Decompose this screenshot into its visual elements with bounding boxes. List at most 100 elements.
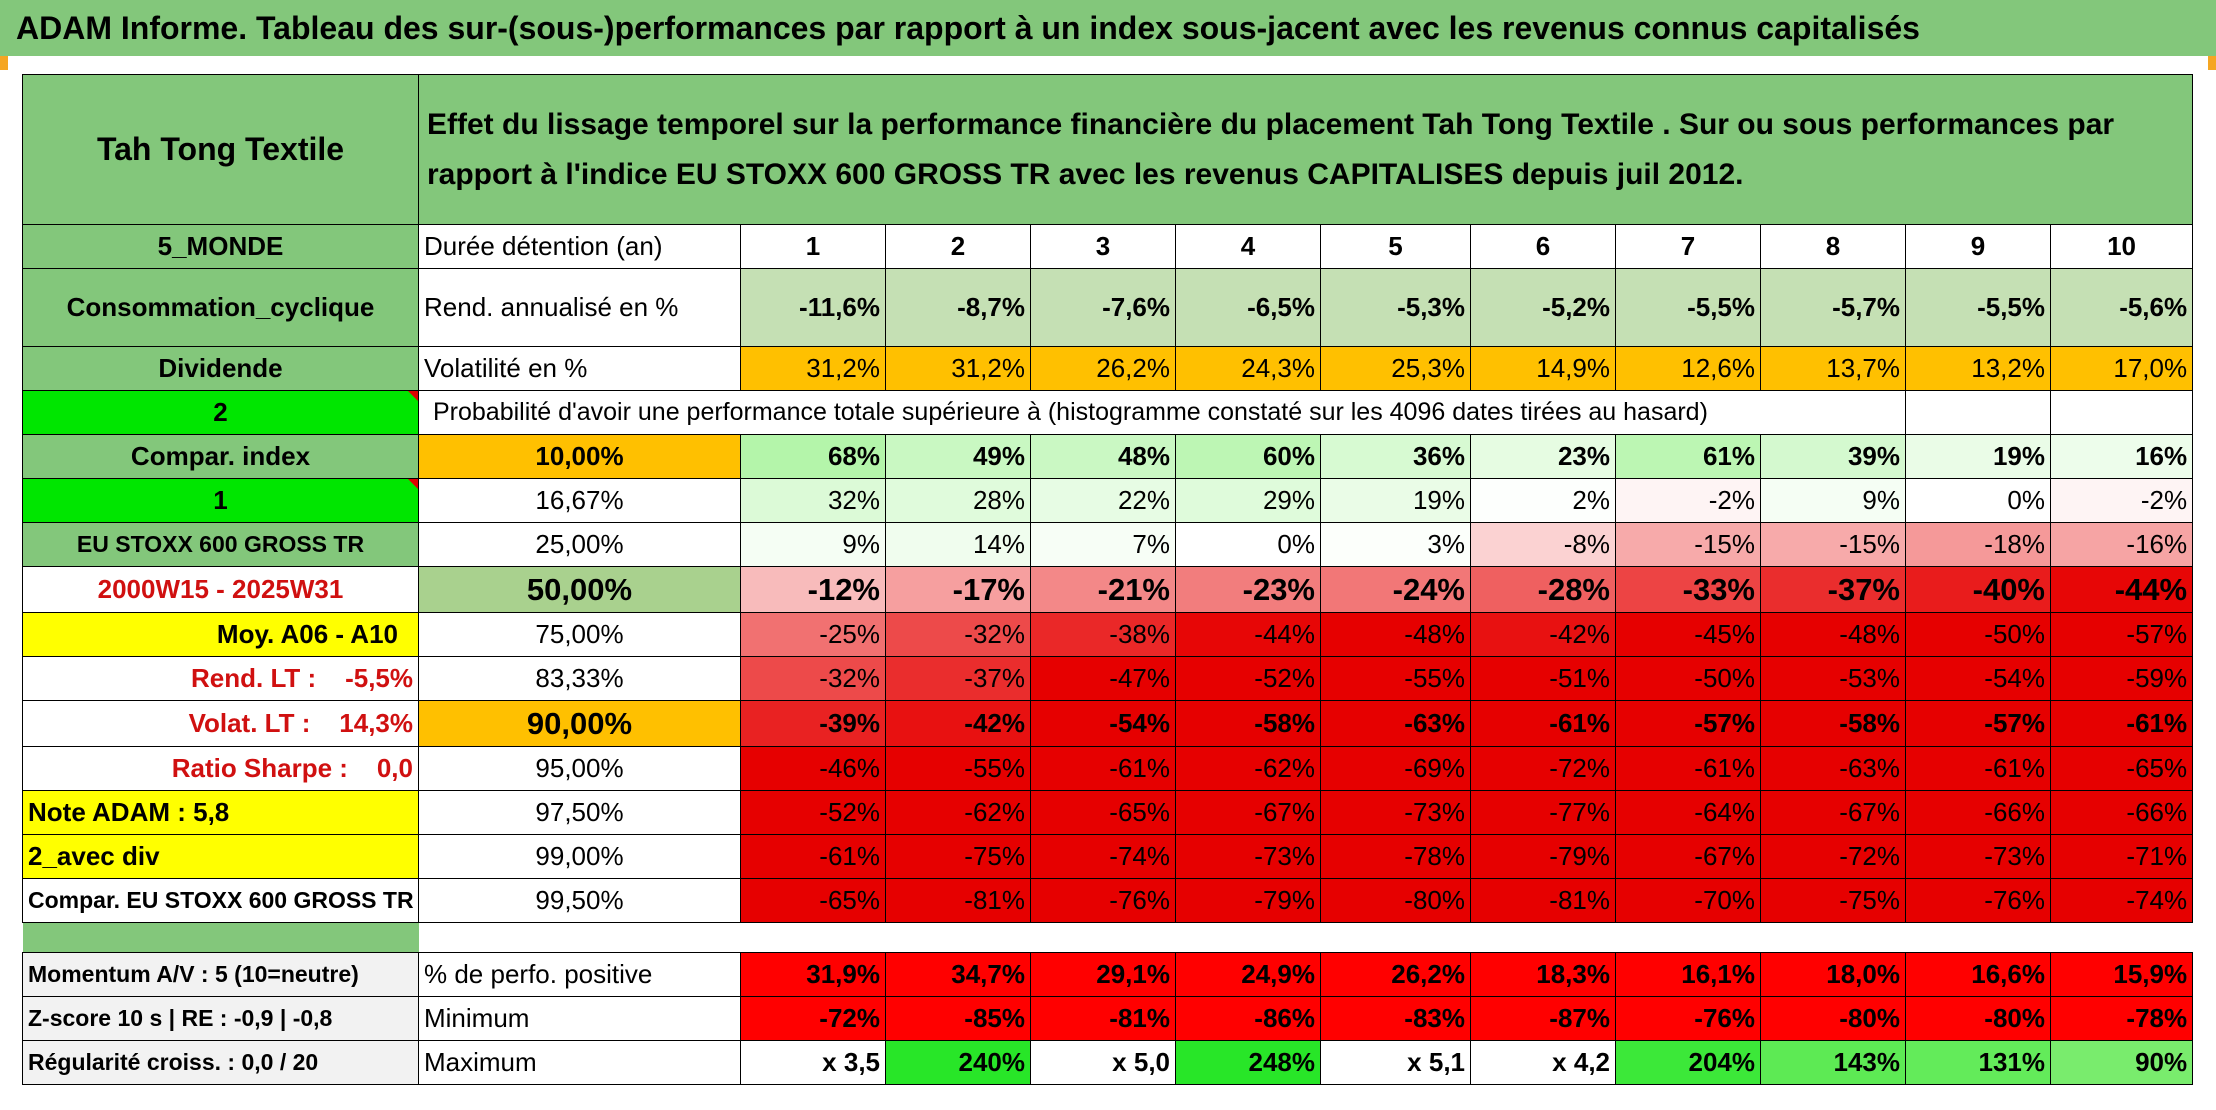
probability-value: -48% xyxy=(1320,612,1471,657)
comparison-label: Compar. EU STOXX 600 GROSS TR xyxy=(22,878,419,923)
probability-value: -2% xyxy=(2049,478,2194,523)
maximum-value: 90% xyxy=(2049,1040,2194,1085)
probability-value: -57% xyxy=(1905,700,2051,747)
volatility-value: 13,7% xyxy=(1760,346,1906,391)
volatility-value: 14,9% xyxy=(1470,346,1616,391)
maximum-value: x 4,2 xyxy=(1470,1040,1616,1085)
minimum-value: -83% xyxy=(1320,996,1471,1041)
probability-value: -55% xyxy=(885,746,1031,791)
positive-performance-value: 31,9% xyxy=(740,952,886,997)
probability-threshold: 97,50% xyxy=(418,790,741,835)
probability-value: -65% xyxy=(2049,746,2194,791)
region-label: 5_MONDE xyxy=(22,224,419,269)
minimum-row: Z-score 10 s | RE : -0,9 | -0,8 Minimum … xyxy=(22,996,2194,1041)
holding-duration-row: 5_MONDE Durée détention (an) 1 2 3 4 5 6… xyxy=(22,224,2194,269)
probability-value: 0% xyxy=(1905,478,2051,523)
probability-value: 16% xyxy=(2049,434,2194,479)
code-cell[interactable]: 1 xyxy=(22,478,419,523)
year-header: 1 xyxy=(740,224,886,269)
minimum-value: -87% xyxy=(1470,996,1616,1041)
probability-row: Compar. index 10,00% 68% 49% 48% 60% 36%… xyxy=(22,434,2194,479)
probability-value: -50% xyxy=(1615,656,1761,701)
return-value: -5,3% xyxy=(1320,268,1471,347)
sharpe-ratio: Ratio Sharpe : 0,0 xyxy=(22,746,419,791)
probability-threshold: 16,67% xyxy=(418,478,741,523)
maximum-value: 143% xyxy=(1760,1040,1906,1085)
probability-row: Compar. EU STOXX 600 GROSS TR 99,50% -65… xyxy=(22,878,2194,923)
return-value: -6,5% xyxy=(1175,268,1321,347)
minimum-label: Minimum xyxy=(418,996,741,1041)
probability-value: -79% xyxy=(1175,878,1321,923)
positive-performance-value: 16,1% xyxy=(1615,952,1761,997)
probability-value: 39% xyxy=(1760,434,1906,479)
probability-value: 19% xyxy=(1905,434,2051,479)
minimum-value: -86% xyxy=(1175,996,1321,1041)
probability-value: -61% xyxy=(1905,746,2051,791)
probability-row: EU STOXX 600 GROSS TR 25,00% 9% 14% 7% 0… xyxy=(22,522,2194,567)
probability-value: -71% xyxy=(2049,834,2194,879)
probability-value: -12% xyxy=(740,566,886,613)
probability-value: 7% xyxy=(1030,522,1176,567)
probability-value: 3% xyxy=(1320,522,1471,567)
year-header: 4 xyxy=(1175,224,1321,269)
probability-value: 68% xyxy=(740,434,886,479)
probability-value: 32% xyxy=(740,478,886,523)
empty-cell xyxy=(1905,390,2051,435)
probability-value: 2% xyxy=(1470,478,1616,523)
positive-performance-value: 24,9% xyxy=(1175,952,1321,997)
dividend-label: Dividende xyxy=(22,346,419,391)
probability-value: -44% xyxy=(2049,566,2194,613)
probability-threshold: 25,00% xyxy=(418,522,741,567)
probability-value: -50% xyxy=(1905,612,2051,657)
probability-value: -37% xyxy=(1760,566,1906,613)
probability-value: -74% xyxy=(1030,834,1176,879)
probability-value: -42% xyxy=(1470,612,1616,657)
probability-value: -79% xyxy=(1470,834,1616,879)
probability-value: 19% xyxy=(1320,478,1471,523)
probability-value: -47% xyxy=(1030,656,1176,701)
probability-value: 61% xyxy=(1615,434,1761,479)
probability-value: -23% xyxy=(1175,566,1321,613)
probability-value: 49% xyxy=(885,434,1031,479)
probability-value: -44% xyxy=(1175,612,1321,657)
maximum-value: x 5,1 xyxy=(1320,1040,1471,1085)
probability-value: -59% xyxy=(2049,656,2194,701)
return-value: -7,6% xyxy=(1030,268,1176,347)
spacer-cell xyxy=(419,923,2193,953)
year-header: 3 xyxy=(1030,224,1176,269)
index-name-label: EU STOXX 600 GROSS TR xyxy=(22,522,419,567)
volatility-value: 13,2% xyxy=(1905,346,2051,391)
code-cell[interactable]: 2 xyxy=(22,390,419,435)
probability-threshold: 75,00% xyxy=(418,612,741,657)
positive-performance-value: 18,3% xyxy=(1470,952,1616,997)
probability-value: -80% xyxy=(1320,878,1471,923)
duration-label: Durée détention (an) xyxy=(418,224,741,269)
probability-value: -61% xyxy=(1615,746,1761,791)
probability-value: -61% xyxy=(1470,700,1616,747)
probability-value: -32% xyxy=(885,612,1031,657)
probability-threshold: 99,50% xyxy=(418,878,741,923)
probability-value: -76% xyxy=(1905,878,2051,923)
positive-performance-label: % de perfo. positive xyxy=(418,952,741,997)
probability-value: -53% xyxy=(1760,656,1906,701)
minimum-value: -85% xyxy=(885,996,1031,1041)
probability-value: -77% xyxy=(1470,790,1616,835)
positive-performance-value: 16,6% xyxy=(1905,952,2051,997)
return-value: -5,5% xyxy=(1905,268,2051,347)
probability-value: -2% xyxy=(1615,478,1761,523)
instrument-name: Tah Tong Textile xyxy=(22,74,419,225)
probability-threshold: 83,33% xyxy=(418,656,741,701)
positive-performance-row: Momentum A/V : 5 (10=neutre) % de perfo.… xyxy=(22,952,2194,997)
return-value: -8,7% xyxy=(885,268,1031,347)
probability-value: -61% xyxy=(2049,700,2194,747)
long-term-volatility: Volat. LT : 14,3% xyxy=(22,700,419,747)
probability-value: 0% xyxy=(1175,522,1321,567)
volatility-value: 24,3% xyxy=(1175,346,1321,391)
probability-value: -8% xyxy=(1470,522,1616,567)
probability-value: -16% xyxy=(2049,522,2194,567)
maximum-value: 240% xyxy=(885,1040,1031,1085)
volatility-value: 17,0% xyxy=(2049,346,2194,391)
probability-row: 1 16,67% 32% 28% 22% 29% 19% 2% -2% 9% 0… xyxy=(22,478,2194,523)
probability-value: -33% xyxy=(1615,566,1761,613)
probability-value: -15% xyxy=(1615,522,1761,567)
